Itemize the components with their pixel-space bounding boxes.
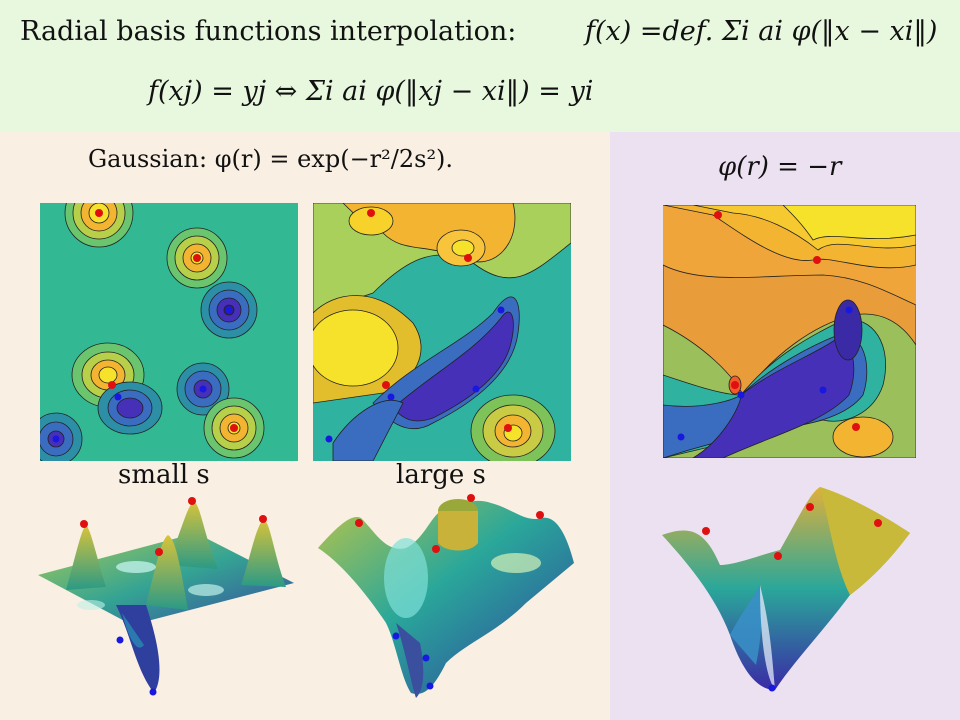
data-point-positive xyxy=(504,424,512,432)
data-point-negative xyxy=(426,682,434,690)
data-point-negative xyxy=(768,684,776,692)
data-point-positive xyxy=(467,494,475,502)
gaussian-kernel-label: Gaussian: φ(r) = exp(−r²/2s²). xyxy=(88,145,454,173)
contour-map-linear xyxy=(663,205,916,458)
data-point-negative xyxy=(392,632,400,640)
surface-plot-linear xyxy=(662,487,910,692)
linear-kernel-label: φ(r) = −r xyxy=(718,152,842,182)
data-point-negative xyxy=(677,433,685,441)
data-point-negative xyxy=(325,435,333,443)
data-point-positive xyxy=(813,256,821,264)
data-point-positive xyxy=(80,520,88,528)
data-point-positive xyxy=(852,423,860,431)
small-s-label: small s xyxy=(118,460,210,490)
data-point-positive xyxy=(108,381,116,389)
data-point-positive xyxy=(95,209,103,217)
data-point-positive xyxy=(367,209,375,217)
data-point-negative xyxy=(845,306,853,314)
surface-plot-small-s xyxy=(38,497,294,696)
surface-peak xyxy=(146,535,188,610)
data-point-positive xyxy=(806,503,814,511)
data-point-negative xyxy=(472,385,480,393)
data-point-negative xyxy=(114,393,122,401)
surface-peak xyxy=(241,519,286,587)
data-point-positive xyxy=(259,515,267,523)
interpolation-condition: f(xj) = yj ⇔ Σi ai φ(‖xj − xi‖) = yi xyxy=(148,76,594,107)
contour-map-large-s xyxy=(313,203,571,461)
data-point-positive xyxy=(731,381,739,389)
data-point-positive xyxy=(432,545,440,553)
contour-map-small-s xyxy=(40,203,298,461)
data-point-positive xyxy=(155,548,163,556)
data-point-negative xyxy=(497,306,505,314)
surface-peak xyxy=(66,525,106,590)
data-point-negative xyxy=(52,435,60,443)
data-point-negative xyxy=(116,636,124,644)
data-point-positive xyxy=(702,527,710,535)
data-point-positive xyxy=(536,511,544,519)
formula-banner xyxy=(0,0,960,132)
data-point-positive xyxy=(714,211,722,219)
data-point-negative xyxy=(225,306,233,314)
large-s-label: large s xyxy=(396,460,486,490)
contour-valley xyxy=(97,381,163,435)
definition-formula: f(x) =def. Σi ai φ(‖x − xi‖) xyxy=(585,16,938,47)
data-point-positive xyxy=(774,552,782,560)
data-point-negative xyxy=(149,688,157,696)
data-point-positive xyxy=(230,424,238,432)
data-point-positive xyxy=(874,519,882,527)
data-point-negative xyxy=(387,393,395,401)
data-point-positive xyxy=(382,381,390,389)
data-point-negative xyxy=(819,386,827,394)
data-point-negative xyxy=(199,385,207,393)
data-point-positive xyxy=(355,519,363,527)
data-point-positive xyxy=(188,497,196,505)
data-point-positive xyxy=(193,254,201,262)
surface-peak xyxy=(166,501,218,569)
data-point-negative xyxy=(737,391,745,399)
data-point-negative xyxy=(422,654,430,662)
data-point-positive xyxy=(464,254,472,262)
surface-plot-large-s xyxy=(318,494,574,698)
title-text: Radial basis functions interpolation: xyxy=(20,16,517,47)
